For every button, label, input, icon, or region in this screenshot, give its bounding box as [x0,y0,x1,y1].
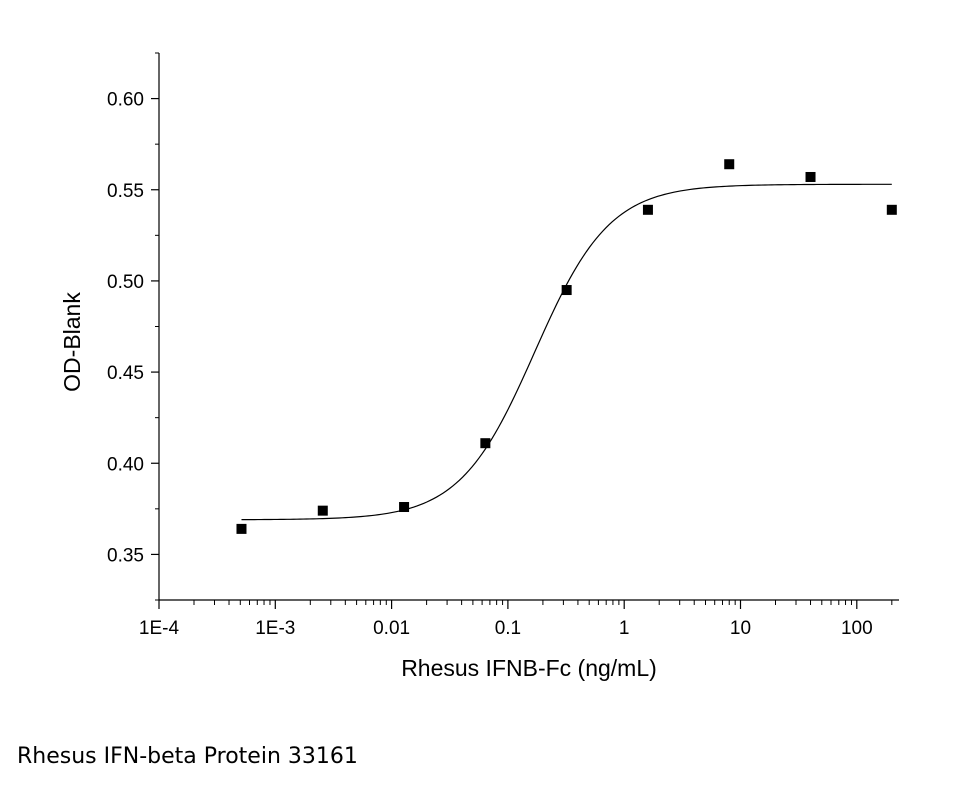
fit-curve [241,183,892,521]
x-tick-label: 0.1 [495,618,521,639]
y-tick-label: 0.40 [107,454,144,475]
x-ticks: 1E-4 1E-3 0.01 0.1 1 10 100 [139,600,893,639]
data-point [724,159,735,170]
y-tick-label: 0.45 [107,363,144,384]
data-point [886,204,897,215]
x-tick-label: 0.01 [373,618,410,639]
data-point [642,204,653,215]
data-point [480,438,491,449]
data-points [236,159,897,534]
y-ticks: 0.35 0.40 0.45 0.50 0.55 0.60 [107,52,159,601]
data-point [561,285,572,296]
x-tick-label: 1 [619,618,630,639]
y-tick-label: 0.50 [107,272,144,293]
x-tick-label: 100 [841,618,873,639]
y-tick-label: 0.60 [107,90,144,111]
data-point [317,505,328,516]
y-tick-label: 0.35 [107,545,144,566]
y-axis-label: OD-Blank [59,292,85,392]
data-point [236,523,247,534]
x-tick-label: 10 [730,618,751,639]
y-tick-label: 0.55 [107,181,144,202]
data-point [399,502,410,513]
figure-caption: Rhesus IFN-beta Protein 33161 [17,744,358,769]
x-tick-label: 1E-3 [255,618,295,639]
axes [158,53,899,601]
x-tick-label: 1E-4 [139,618,180,639]
x-axis-label: Rhesus IFNB-Fc (ng/mL) [401,655,657,681]
data-point [805,171,816,182]
